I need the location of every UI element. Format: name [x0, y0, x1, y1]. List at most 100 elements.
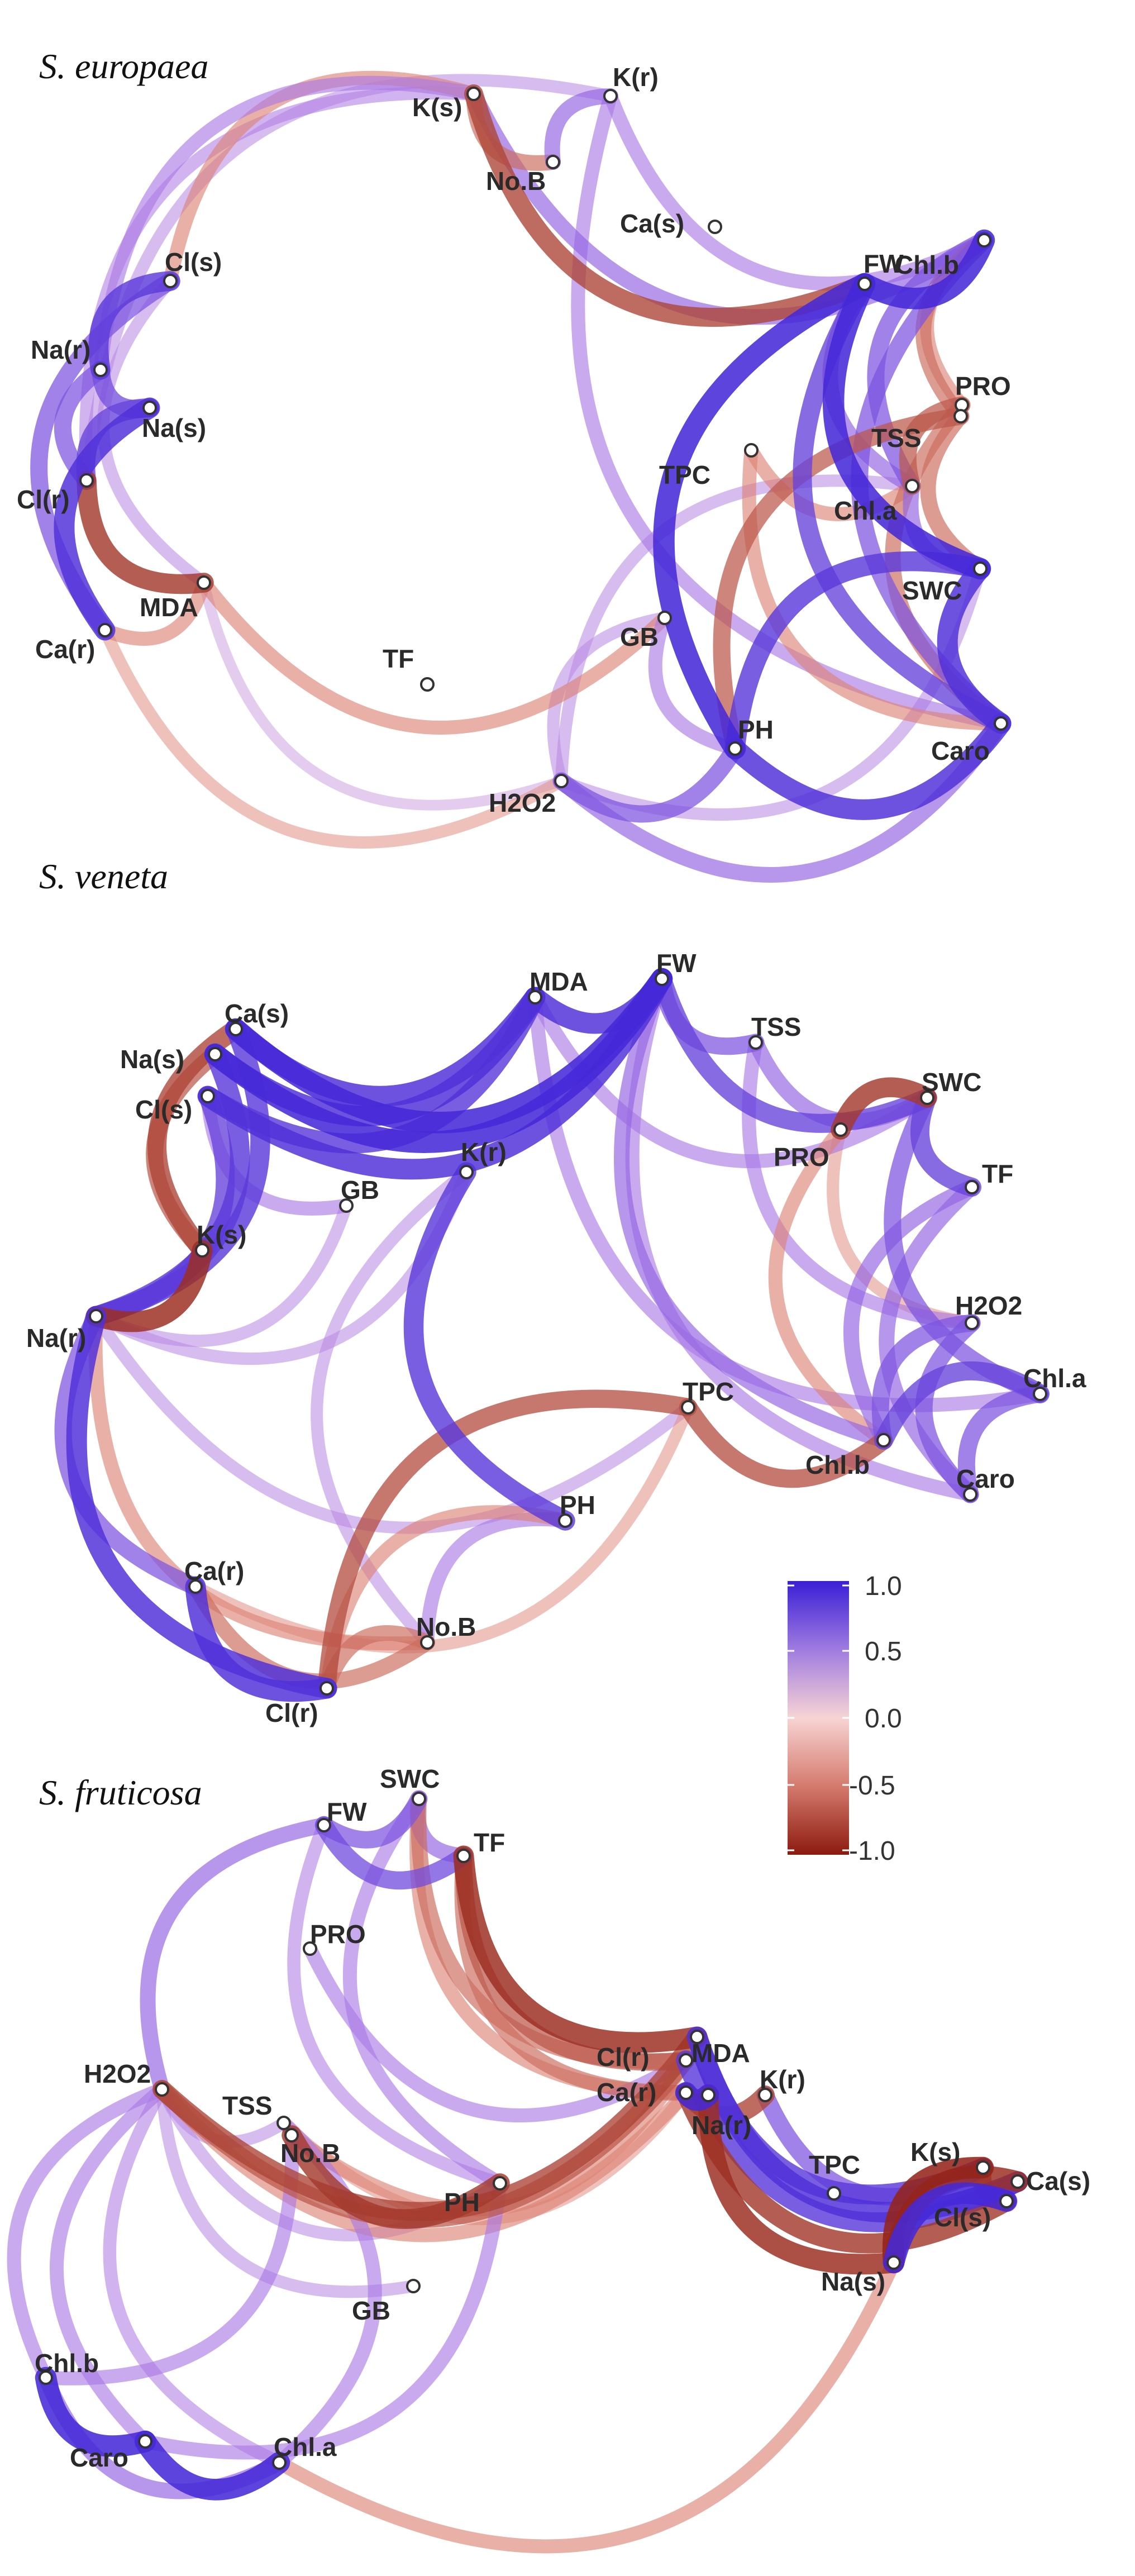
- node-h2o2: H2O2: [84, 2059, 169, 2097]
- node-pro: PRO: [774, 1122, 848, 1172]
- edge-na-r-k-s: [85, 1240, 213, 1332]
- node-ca-s: Ca(s): [1010, 2166, 1090, 2196]
- node-marker: [905, 479, 919, 493]
- node-label: TPC: [659, 460, 710, 489]
- node-k-r: K(r): [603, 63, 659, 103]
- node-label: Cl(s): [135, 1095, 192, 1124]
- node-chl-a: Chl.a: [834, 479, 919, 525]
- node-tf: TF: [965, 1159, 1013, 1194]
- node-label: TPC: [683, 1377, 734, 1406]
- node-layer: K(s) K(r) No.B Ca(s) Cl(s) Na(r) Na(s) Cl(r) MDA…: [17, 63, 1011, 817]
- edge-ca-r-mda: [98, 575, 211, 646]
- edge-ca-r-cl-r: [185, 1576, 337, 1702]
- node-label: TF: [982, 1159, 1013, 1188]
- node-label: Cl(s): [934, 2203, 991, 2232]
- node-marker: [466, 87, 481, 101]
- node-k-r: K(r): [758, 2065, 805, 2102]
- node-cl-s: Cl(s): [934, 2194, 1014, 2232]
- edge-swc-ph: [725, 551, 990, 759]
- edge-fw-ph: [287, 1818, 507, 2190]
- node-marker: [708, 220, 722, 234]
- node-marker: [994, 716, 1008, 731]
- node-label: Na(s): [821, 2267, 885, 2296]
- node-marker: [657, 611, 672, 625]
- node-marker: [1033, 1387, 1047, 1401]
- node-marker: [728, 741, 742, 756]
- node-cl-s: Cl(s): [135, 1089, 215, 1124]
- panel-title: S. fruticosa: [39, 1773, 202, 1812]
- node-tss: TSS: [748, 1012, 801, 1050]
- node-k-s: K(s): [910, 2137, 990, 2175]
- node-marker: [999, 2194, 1014, 2208]
- edge-k-r-cl-r: [80, 74, 617, 487]
- node-marker: [420, 677, 435, 692]
- colorbar-label-zero: 0.0: [865, 1704, 902, 1734]
- node-label: TF: [383, 644, 414, 673]
- node-chl-b: Chl.b: [35, 2349, 99, 2385]
- node-label: H2O2: [489, 788, 556, 817]
- node-k-r: K(r): [459, 1137, 507, 1179]
- edge-cl-s-na-s: [883, 2182, 1018, 2274]
- edge-caro-chl-a: [134, 2430, 290, 2501]
- node-marker: [201, 1089, 215, 1103]
- node-tf: TF: [456, 1828, 505, 1863]
- node-marker: [1010, 2174, 1025, 2189]
- colorbar-label-min: -1.0: [849, 1836, 895, 1866]
- node-label: Ca(s): [620, 209, 684, 238]
- node-cl-r: Cl(r): [265, 1681, 334, 1727]
- node-na-s: Na(s): [120, 1045, 222, 1074]
- node-gb: GB: [339, 1175, 379, 1213]
- node-cl-r: Cl(r): [17, 473, 94, 514]
- panel-s-fruticosa: S. fruticosa SWC FW TF PRO MDA H2O2 Cl(r) Ca(r)…: [7, 1764, 1090, 2554]
- edge-no-b-ph: [282, 2125, 510, 2229]
- node-marker: [965, 1316, 979, 1330]
- node-ph: PH: [728, 715, 774, 756]
- node-fw: FW: [317, 1797, 367, 1832]
- node-marker: [976, 2160, 990, 2175]
- node-ph: PH: [558, 1491, 595, 1528]
- node-label: Chl.a: [1023, 1364, 1086, 1393]
- edge-caro-ph: [138, 2176, 507, 2460]
- node-label: PRO: [955, 372, 1011, 401]
- node-marker: [558, 1513, 573, 1528]
- node-marker: [681, 1400, 695, 1415]
- node-marker: [857, 277, 872, 291]
- node-marker: [197, 575, 211, 590]
- node-marker: [208, 1047, 222, 1061]
- edge-na-s-ca-r: [54, 397, 160, 641]
- node-ca-s: Ca(s): [225, 999, 289, 1036]
- node-na-r: Na(r): [692, 2088, 751, 2140]
- node-chl-b: Chl.b: [895, 233, 991, 279]
- edge-chl-b-chl-a: [867, 231, 993, 495]
- node-tpc: TPC: [809, 2150, 860, 2201]
- panel-title: S. europaea: [39, 46, 208, 86]
- node-fw: FW: [655, 949, 697, 986]
- node-label: TSS: [751, 1012, 801, 1041]
- colorbar-label-half: 0.5: [865, 1637, 902, 1666]
- node-marker: [758, 2088, 772, 2102]
- panel-s-veneta: S. veneta MDA FW Ca(s) TSS Na(s) SWC Cl(s) K(r)…: [26, 856, 1086, 1727]
- edge-na-r-cl-r: [66, 1306, 337, 1699]
- node-layer: MDA FW Ca(s) TSS Na(s) SWC Cl(s) K(r) PRO GB TF K(s…: [26, 949, 1086, 1727]
- edge-k-r-no-b: [544, 88, 618, 170]
- node-marker: [459, 1165, 474, 1179]
- node-tpc: TPC: [681, 1377, 734, 1415]
- node-label: Ca(s): [1026, 2166, 1090, 2196]
- node-marker: [188, 1579, 203, 1594]
- node-fw: FW: [857, 249, 904, 291]
- edge-h2o2-chl-a: [103, 2083, 286, 2469]
- edge-h2o2-chl-b: [7, 2082, 169, 2385]
- node-label: No.B: [280, 2139, 340, 2168]
- node-label: Chl.a: [274, 2432, 337, 2461]
- edge-swc-caro: [937, 558, 1012, 734]
- node-marker: [603, 89, 618, 103]
- edge-k-r-chl-b: [603, 89, 991, 291]
- edge-na-r-na-s: [698, 2084, 904, 2275]
- node-label: Chl.b: [805, 1450, 870, 1479]
- node-marker: [420, 1635, 435, 1650]
- node-marker: [679, 2053, 693, 2068]
- node-label: Cl(r): [17, 485, 70, 514]
- node-label: Cl(r): [265, 1698, 318, 1727]
- edge-layer: [7, 1790, 1028, 2554]
- edge-na-s-fw: [204, 968, 673, 1153]
